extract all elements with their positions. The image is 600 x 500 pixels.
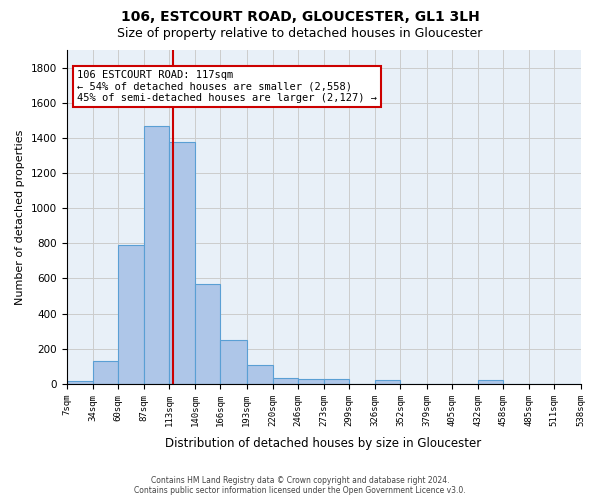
Bar	[324, 378, 349, 384]
Bar	[272, 378, 298, 384]
Text: Size of property relative to detached houses in Gloucester: Size of property relative to detached ho…	[118, 28, 482, 40]
Bar	[195, 284, 220, 384]
Text: 106, ESTCOURT ROAD, GLOUCESTER, GL1 3LH: 106, ESTCOURT ROAD, GLOUCESTER, GL1 3LH	[121, 10, 479, 24]
Bar	[169, 142, 195, 384]
Bar	[67, 382, 92, 384]
X-axis label: Distribution of detached houses by size in Gloucester: Distribution of detached houses by size …	[166, 437, 482, 450]
Bar	[220, 340, 247, 384]
Text: 106 ESTCOURT ROAD: 117sqm
← 54% of detached houses are smaller (2,558)
45% of se: 106 ESTCOURT ROAD: 117sqm ← 54% of detac…	[77, 70, 377, 103]
Bar	[144, 126, 169, 384]
Bar	[375, 380, 400, 384]
Y-axis label: Number of detached properties: Number of detached properties	[15, 130, 25, 304]
Bar	[298, 378, 324, 384]
Text: Contains HM Land Registry data © Crown copyright and database right 2024.
Contai: Contains HM Land Registry data © Crown c…	[134, 476, 466, 495]
Bar	[247, 364, 272, 384]
Bar	[478, 380, 503, 384]
Bar	[118, 245, 144, 384]
Bar	[92, 361, 118, 384]
